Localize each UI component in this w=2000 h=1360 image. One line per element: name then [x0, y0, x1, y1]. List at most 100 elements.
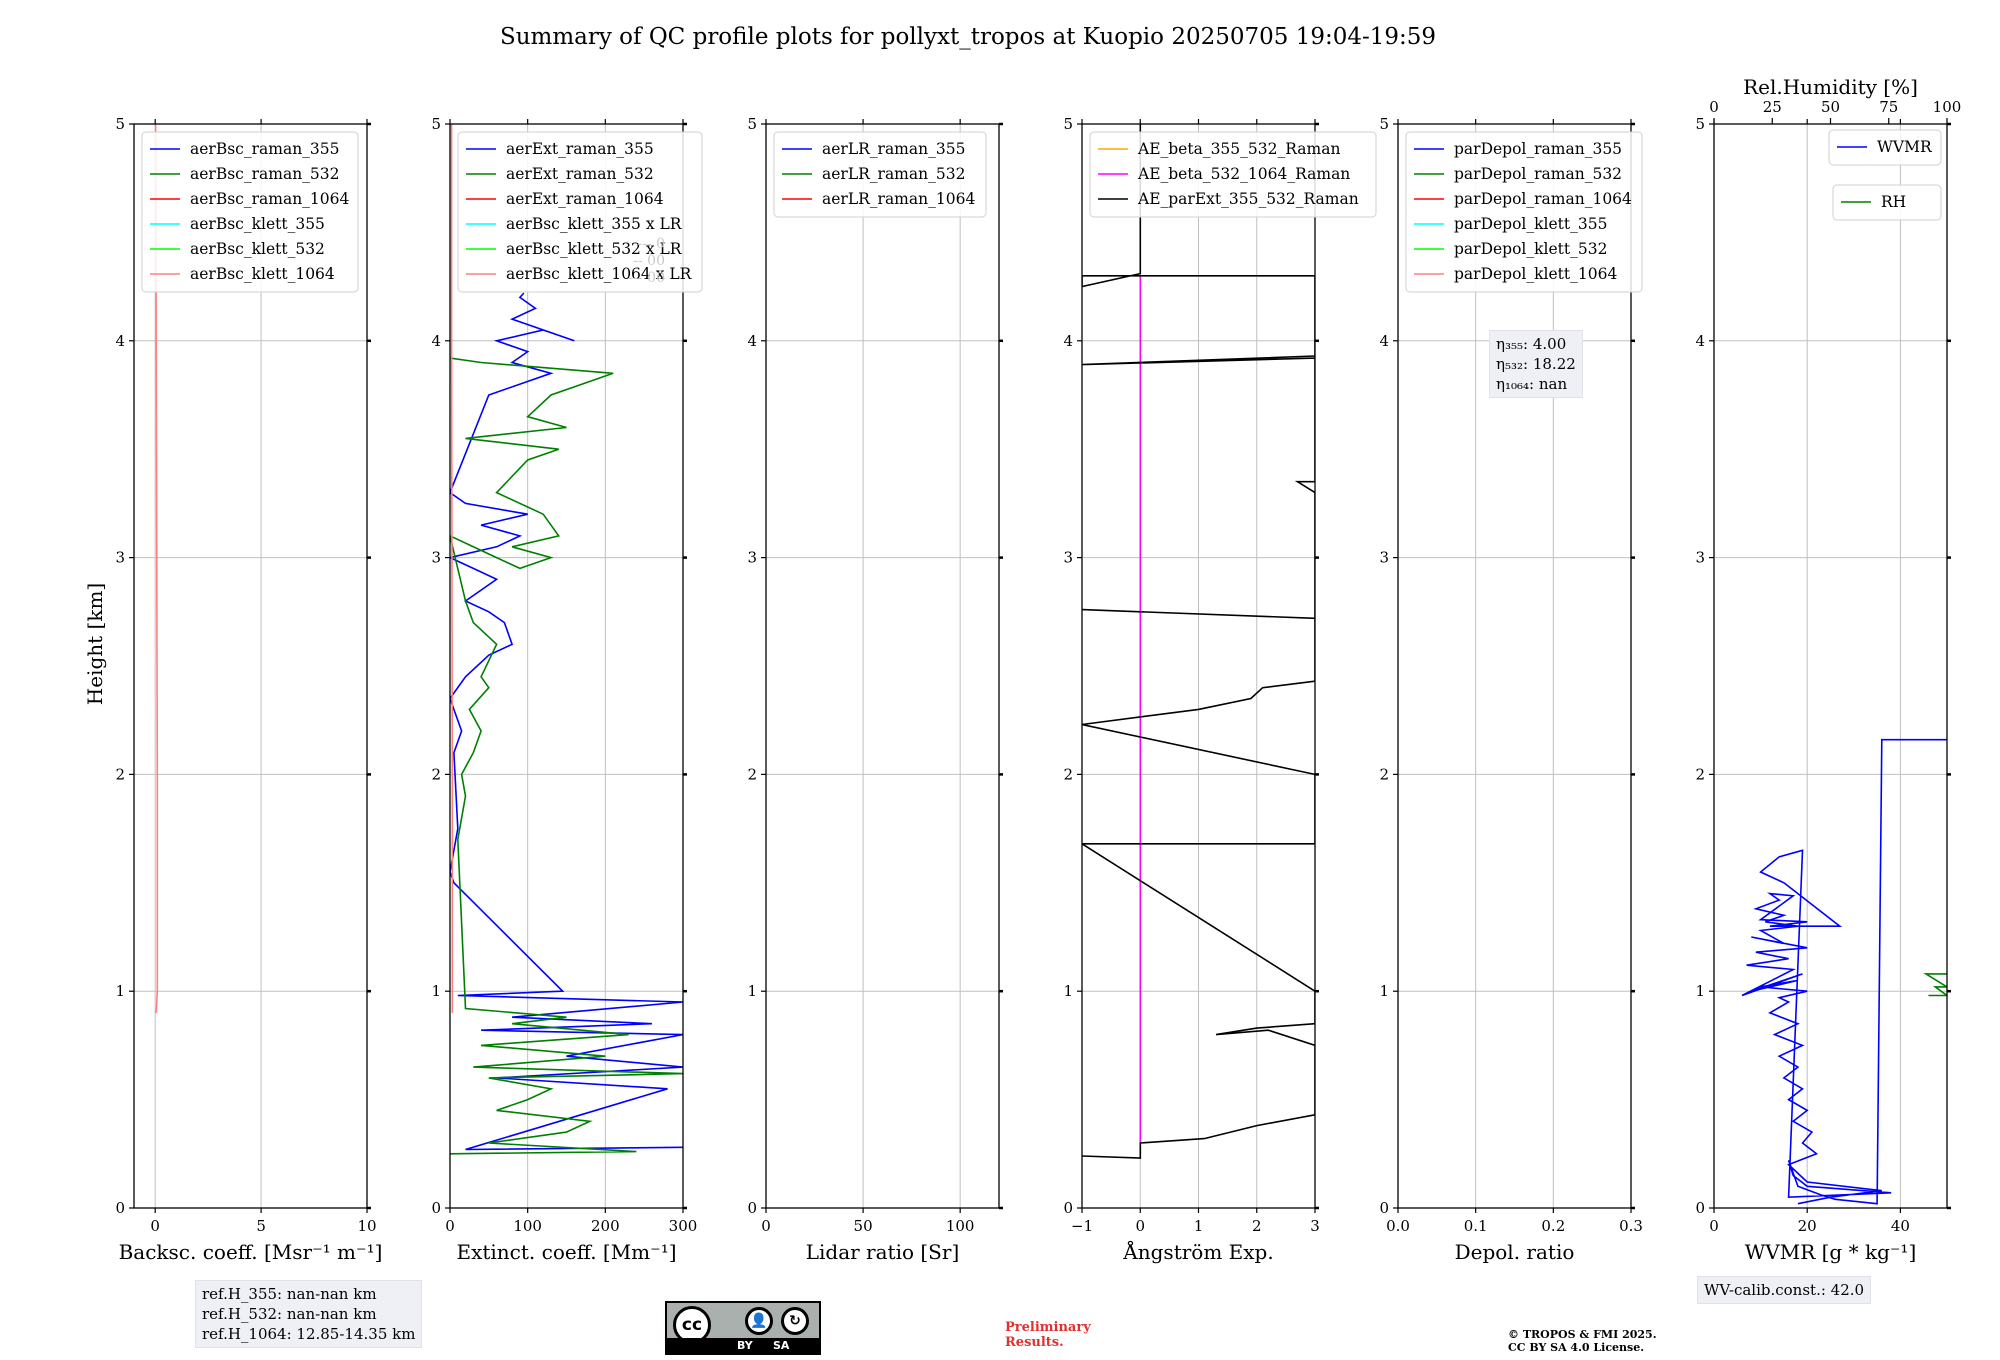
legend-rh: RH: [1832, 184, 1942, 221]
axes-frame: [1713, 123, 1948, 1209]
x-tick-label: 0.1: [1464, 1217, 1488, 1235]
legend-label: aerBsc_klett_355: [190, 215, 325, 233]
y-tick-label: 4: [115, 332, 125, 350]
y-tick-label: 2: [747, 765, 757, 783]
y-tick-label: 2: [115, 765, 125, 783]
x-tick-label: 300: [669, 1217, 698, 1235]
x-tick-label: 40: [1891, 1217, 1910, 1235]
legend-label: aerBsc_raman_355: [190, 140, 340, 158]
series-line-wvmr: [1741, 738, 1947, 1205]
x-tick-label: 2: [1252, 1217, 1262, 1235]
legend-label: parDepol_klett_532: [1454, 240, 1607, 258]
legend: parDepol_raman_355 parDepol_raman_532 parD…: [1405, 131, 1643, 293]
reference-height-box: ref.H_355: nan-nan km ref.H_532: nan-nan…: [195, 1280, 423, 1348]
series-line-aerbsc-klett-1064-x-lr: [450, 124, 454, 1013]
axes-frame: [1397, 123, 1632, 1209]
refh-1064: ref.H_1064: 12.85-14.35 km: [202, 1325, 416, 1343]
legend-label: aerBsc_klett_1064 x LR: [506, 265, 693, 283]
series-line-rh: [1923, 973, 1947, 997]
legend: AE_beta_355_532_Raman AE_beta_532_1064_Ra…: [1089, 131, 1377, 218]
y-tick-label: 4: [1063, 332, 1073, 350]
y-tick-label: 5: [1695, 115, 1705, 133]
legend-label: aerBsc_raman_532: [190, 165, 340, 183]
y-tick-label: 0: [115, 1199, 125, 1217]
y-tick-label: 1: [1063, 982, 1073, 1000]
y-tick-label: 1: [747, 982, 757, 1000]
y-tick-label: 0: [431, 1199, 441, 1217]
y-tick-label: 1: [431, 982, 441, 1000]
x-tick-label: 0: [1135, 1217, 1145, 1235]
y-tick-label: 5: [1063, 115, 1073, 133]
x-axis-label: Depol. ratio: [1455, 1240, 1575, 1264]
panel-backscatter: 0 5 10 0 1 2 3 4 5 Backsc. coeff. [Msr⁻¹ m⁻¹] aerB…: [115, 115, 382, 1264]
series-group: [450, 124, 683, 1155]
legend-label: RH: [1881, 193, 1906, 211]
x-tick-label: 0: [1709, 1217, 1719, 1235]
top-x-tick-label: 0: [1709, 98, 1719, 116]
legend-label: aerExt_raman_532: [506, 165, 654, 183]
x-axis-label: Lidar ratio [Sr]: [806, 1240, 960, 1264]
cc-license-badge: cc 👤 ↻ BY SA: [665, 1301, 821, 1355]
y-tick-label: 2: [1695, 765, 1705, 783]
axes-frame: [449, 123, 684, 1209]
overlap-text: ‑‑‑ 0: [637, 236, 665, 252]
series-group: [1741, 738, 1947, 1205]
copyright-line-2: CC BY SA 4.0 License.: [1508, 1341, 1645, 1354]
eta-532: η₅₃₂: 18.22: [1496, 355, 1576, 373]
y-tick-label: 3: [1063, 549, 1073, 567]
panel-depol: 0.0 0.1 0.2 0.3 0 1 2 3 4 5 Depol. ratio parDepol_r…: [1379, 115, 1642, 1264]
panel-lidar_ratio: 0 50 100 0 1 2 3 4 5 Lidar ratio [Sr] aerLR_raman_…: [747, 115, 1003, 1264]
y-tick-label: 2: [1379, 765, 1389, 783]
copyright-notice: © TROPOS & FMI 2025. CC BY SA 4.0 Licens…: [1508, 1328, 1657, 1354]
x-tick-label: 1: [1194, 1217, 1204, 1235]
top-x-tick-label: 50: [1821, 98, 1840, 116]
refh-532: ref.H_532: nan-nan km: [202, 1305, 377, 1323]
x-tick-label: 100: [513, 1217, 542, 1235]
by-person-icon: 👤: [745, 1307, 773, 1335]
y-tick-label: 0: [1379, 1199, 1389, 1217]
y-tick-label: 2: [1063, 765, 1073, 783]
legend-label: AE_beta_532_1064_Raman: [1137, 165, 1350, 183]
preliminary-line-1: Preliminary: [1005, 1320, 1091, 1335]
x-axis-label: Backsc. coeff. [Msr⁻¹ m⁻¹]: [119, 1240, 383, 1264]
legend-label: AE_beta_355_532_Raman: [1137, 140, 1340, 158]
x-tick-label: 0.2: [1541, 1217, 1565, 1235]
x-tick-label: 20: [1798, 1217, 1817, 1235]
top-x-tick-label: 25: [1763, 98, 1782, 116]
legend: aerExt_raman_355 aerExt_raman_532 aerExt_r…: [457, 131, 703, 293]
y-tick-label: 5: [115, 115, 125, 133]
y-tick-label: 4: [747, 332, 757, 350]
legend-label: aerExt_raman_355: [506, 140, 654, 158]
x-tick-label: 200: [591, 1217, 620, 1235]
y-tick-label: 4: [1379, 332, 1389, 350]
x-axis-label: Extinct. coeff. [Mm⁻¹]: [456, 1240, 676, 1264]
axes-frame: [765, 123, 1000, 1209]
legend-label: WVMR: [1877, 138, 1933, 156]
y-tick-label: 4: [1695, 332, 1705, 350]
eta-355: η₃₅₅: 4.00: [1496, 335, 1567, 353]
y-tick-label: 2: [431, 765, 441, 783]
y-tick-label: 0: [1695, 1199, 1705, 1217]
y-tick-label: 3: [115, 549, 125, 567]
legend-label: aerBsc_klett_532: [190, 240, 325, 258]
legend-label: parDepol_klett_1064: [1454, 265, 1617, 283]
top-x-tick-label: 75: [1879, 98, 1898, 116]
cc-by-label: BY: [737, 1339, 753, 1352]
legend-label: parDepol_klett_355: [1454, 215, 1607, 233]
legend-label: aerBsc_raman_1064: [190, 190, 350, 208]
x-tick-label: 0.3: [1619, 1217, 1643, 1235]
x-tick-label: −1: [1071, 1217, 1093, 1235]
x-tick-label: 0: [445, 1217, 455, 1235]
y-tick-label: 4: [431, 332, 441, 350]
legend-label: aerLR_raman_532: [822, 165, 965, 183]
x-tick-label: 5: [256, 1217, 266, 1235]
overlap-text: ‑‑ 00: [633, 253, 665, 269]
legend-overlap-text: ‑‑‑ 0‑‑ 00‑‑‑ 00: [629, 236, 665, 286]
y-tick-label: 1: [1695, 982, 1705, 1000]
legend: WVMR: [1828, 129, 1942, 166]
top-x-tick-label: 100: [1933, 98, 1962, 116]
y-tick-label: 5: [747, 115, 757, 133]
